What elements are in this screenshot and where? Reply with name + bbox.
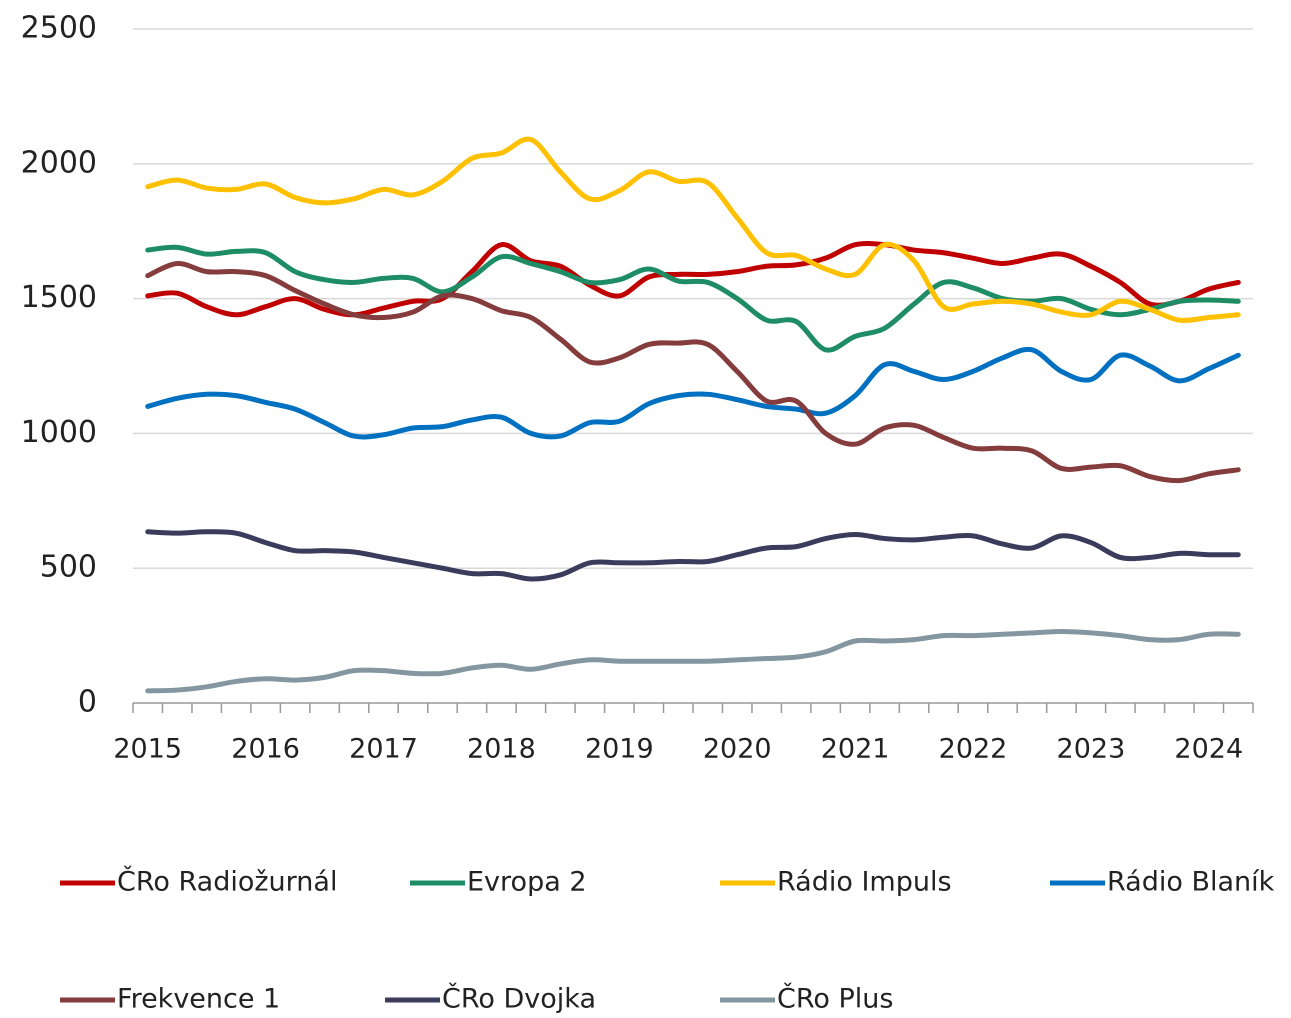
x-tick-label: 2020: [703, 734, 772, 765]
y-tick-label: 1500: [21, 280, 97, 315]
legend-label: ČRo Plus: [777, 983, 893, 1015]
x-tick-label: 2022: [939, 734, 1008, 765]
y-tick-label: 1000: [21, 415, 97, 450]
series-line: [145, 244, 1241, 353]
x-tick-label: 2015: [113, 734, 182, 765]
series-line: [145, 261, 1241, 484]
legend-label: Rádio Impuls: [777, 867, 952, 898]
y-tick-label: 2500: [21, 11, 97, 46]
legend-label: Evropa 2: [467, 867, 587, 898]
y-tick-label: 0: [78, 685, 97, 720]
x-tick-label: 2016: [231, 734, 300, 765]
y-tick-label: 500: [40, 550, 97, 585]
legend-label: ČRo Radiožurnál: [117, 866, 337, 898]
x-tick-label: 2017: [349, 734, 418, 765]
x-tick-label: 2021: [821, 734, 890, 765]
series-line: [145, 240, 1241, 318]
series-line: [145, 346, 1241, 440]
series-line: [145, 529, 1241, 582]
y-tick-label: 2000: [21, 145, 97, 180]
x-tick-label: 2023: [1057, 734, 1126, 765]
legend-label: Frekvence 1: [117, 984, 280, 1015]
x-tick-label: 2024: [1174, 734, 1243, 765]
legend-label: ČRo Dvojka: [442, 983, 596, 1015]
x-tick-label: 2018: [467, 734, 536, 765]
series-line: [145, 136, 1241, 323]
series-line: [145, 629, 1241, 694]
legend-label: Rádio Blaník: [1107, 867, 1275, 898]
x-tick-label: 2019: [585, 734, 654, 765]
